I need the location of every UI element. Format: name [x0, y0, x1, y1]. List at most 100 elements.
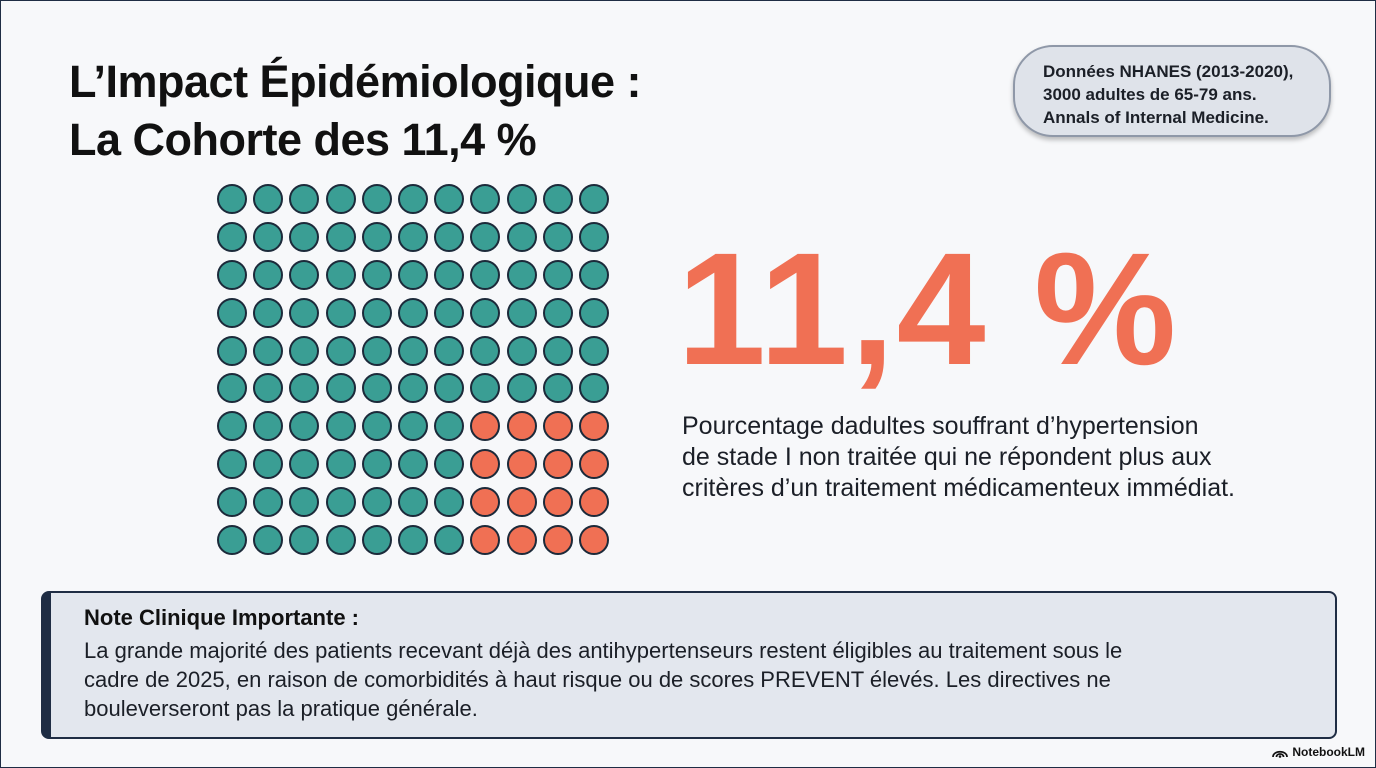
highlighted-dot	[542, 487, 573, 518]
population-dot	[253, 259, 284, 290]
population-dot	[397, 335, 428, 366]
population-dot	[325, 184, 356, 214]
highlighted-dot	[470, 487, 501, 518]
population-dot	[434, 487, 465, 518]
population-dot	[506, 259, 537, 290]
slide-title-line-2: La Cohorte des 11,4 %	[69, 114, 537, 165]
population-dot	[506, 335, 537, 366]
population-dot	[217, 297, 247, 328]
population-dot	[578, 184, 609, 214]
population-dot	[325, 487, 356, 518]
population-dot	[578, 335, 609, 366]
source-line-1: Données NHANES (2013-2020),	[1043, 62, 1294, 81]
population-dot	[470, 373, 501, 404]
population-dot	[289, 259, 320, 290]
population-dot	[470, 335, 501, 366]
population-dot	[361, 525, 392, 556]
population-dot	[506, 184, 537, 214]
stat-description-line-2: de stade I non traitée qui ne répondent …	[682, 443, 1212, 471]
highlighted-dot	[578, 487, 609, 518]
highlighted-dot	[542, 449, 573, 480]
clinical-note-title: Note Clinique Importante :	[84, 605, 359, 630]
population-dot	[397, 221, 428, 252]
population-dot	[434, 259, 465, 290]
population-dot	[325, 259, 356, 290]
population-dot	[361, 411, 392, 442]
source-line-2: 3000 adultes de 65-79 ans.	[1043, 85, 1257, 104]
highlighted-dot	[506, 449, 537, 480]
population-dot	[397, 449, 428, 480]
population-dot	[397, 297, 428, 328]
population-dot	[542, 259, 573, 290]
population-dot	[506, 297, 537, 328]
notebooklm-logo-icon	[1272, 750, 1289, 758]
population-dot	[470, 259, 501, 290]
population-dot	[253, 184, 284, 214]
source-citation-box: Données NHANES (2013-2020), 3000 adultes…	[1013, 45, 1331, 137]
population-dot	[289, 411, 320, 442]
population-dot	[289, 221, 320, 252]
population-dot	[542, 184, 573, 214]
population-dot	[217, 411, 247, 442]
population-dot	[434, 221, 465, 252]
clinical-note-body: La grande majorité des patients recevant…	[84, 636, 1335, 723]
population-dot	[289, 373, 320, 404]
population-dot	[434, 411, 465, 442]
population-dot	[217, 525, 247, 556]
population-dot	[325, 411, 356, 442]
population-dot	[217, 259, 247, 290]
population-dot	[289, 525, 320, 556]
population-dot	[361, 449, 392, 480]
highlighted-dot	[506, 411, 537, 442]
population-dot	[506, 221, 537, 252]
notebooklm-brand: NotebookLM	[1272, 745, 1365, 759]
highlighted-dot	[470, 449, 501, 480]
stat-description: Pourcentage dadultes souffrant d’hyperte…	[682, 411, 1302, 504]
population-dot	[397, 411, 428, 442]
population-dot	[217, 184, 247, 214]
population-dot	[289, 184, 320, 214]
population-dot	[470, 297, 501, 328]
population-dot	[253, 525, 284, 556]
population-dot	[217, 449, 247, 480]
highlighted-dot	[578, 525, 609, 556]
population-dot	[434, 449, 465, 480]
population-dot	[253, 297, 284, 328]
population-dot	[253, 335, 284, 366]
population-dot	[470, 221, 501, 252]
stat-description-line-1: Pourcentage dadultes souffrant d’hyperte…	[682, 412, 1199, 440]
population-dot	[361, 373, 392, 404]
slide-title: L’Impact Épidémiologique : La Cohorte de…	[69, 53, 642, 169]
population-dot	[578, 297, 609, 328]
highlighted-dot	[542, 411, 573, 442]
highlighted-dot	[578, 411, 609, 442]
population-dot	[506, 373, 537, 404]
population-dot	[542, 297, 573, 328]
dot-grid	[217, 184, 609, 556]
clinical-note-line-1: La grande majorité des patients recevant…	[84, 638, 1123, 663]
population-dot	[434, 335, 465, 366]
population-dot	[325, 335, 356, 366]
population-dot	[253, 411, 284, 442]
brand-label: NotebookLM	[1292, 745, 1365, 759]
population-dot	[325, 525, 356, 556]
population-dot	[289, 449, 320, 480]
population-dot	[397, 487, 428, 518]
population-dot	[397, 184, 428, 214]
population-dot	[289, 335, 320, 366]
population-dot	[578, 221, 609, 252]
population-dot	[361, 335, 392, 366]
population-dot	[217, 221, 247, 252]
population-dot	[217, 335, 247, 366]
population-dot	[217, 487, 247, 518]
population-dot	[542, 373, 573, 404]
population-dot	[361, 259, 392, 290]
highlighted-dot	[470, 411, 501, 442]
population-dot	[542, 335, 573, 366]
population-dot	[325, 297, 356, 328]
population-dot	[397, 259, 428, 290]
population-dot	[361, 487, 392, 518]
stat-value: 11,4 %	[677, 219, 1179, 398]
population-dot	[361, 184, 392, 214]
